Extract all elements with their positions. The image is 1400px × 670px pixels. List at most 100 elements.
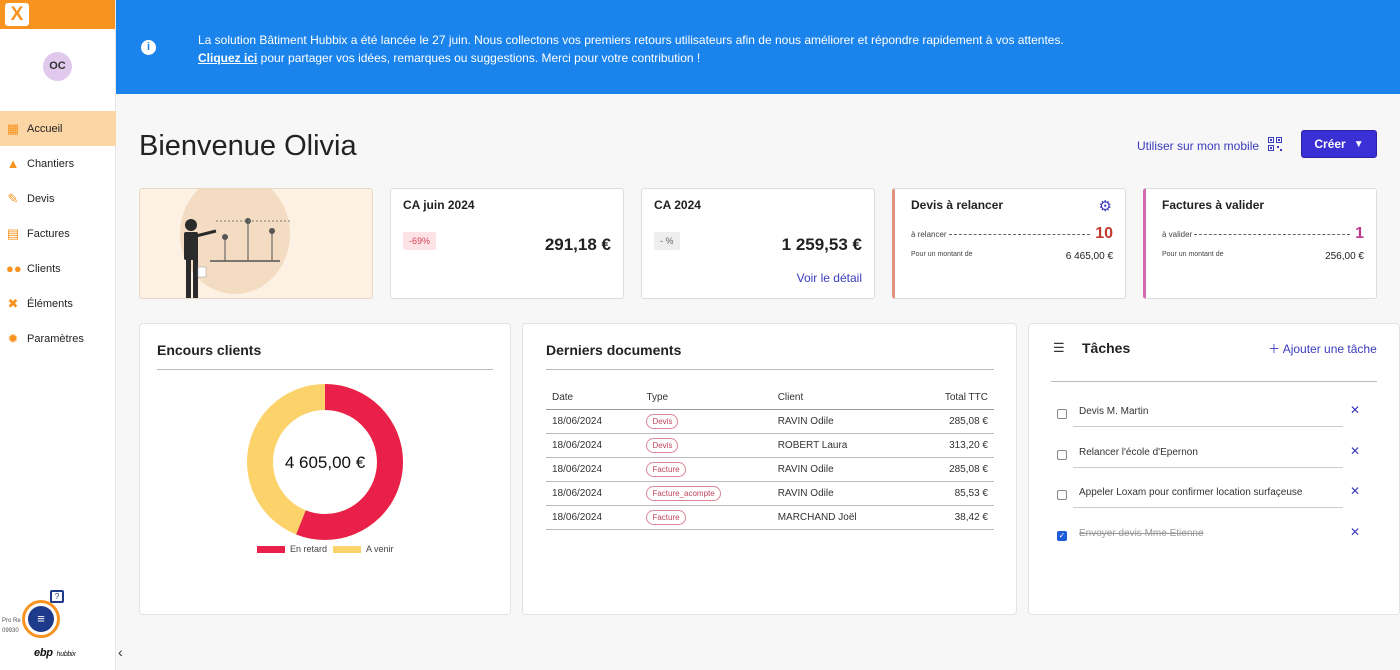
checklist-icon: ☰: [1053, 340, 1065, 355]
menu-icon: ≡: [28, 606, 54, 632]
col-type: Type: [640, 387, 772, 410]
sidebar-item-accueil[interactable]: ▦ Accueil: [0, 111, 116, 146]
mobile-link[interactable]: Utiliser sur mon mobile: [1137, 139, 1260, 153]
table-header-row: Date Type Client Total TTC: [546, 387, 994, 410]
ca-year-value: 1 259,53 €: [781, 235, 862, 254]
type-badge: Devis: [646, 437, 679, 453]
documents-title: Derniers documents: [546, 342, 682, 358]
ca-year-title: CA 2024: [654, 198, 701, 212]
col-client: Client: [771, 387, 911, 410]
factures-amount-label: Pour un montant de: [1162, 251, 1224, 258]
app-logo[interactable]: X: [5, 3, 29, 26]
sidebar-item-factures[interactable]: ▤ Factures: [0, 216, 116, 251]
cell-type: Facture: [640, 505, 772, 530]
sidebar-item-elements[interactable]: ✖ Éléments: [0, 286, 116, 321]
dotted-leader: [948, 233, 1091, 235]
tasks-title: Tâches: [1082, 340, 1131, 356]
detail-link[interactable]: Voir le détail: [796, 271, 862, 285]
encours-panel: [139, 323, 511, 615]
ebp-brand: ebp: [34, 647, 53, 659]
table-row[interactable]: 18/06/2024 Facture_acompte RAVIN Odile 85,5…: [546, 481, 994, 506]
sidebar-item-label: Accueil: [27, 122, 63, 135]
legend-upcoming: A venir: [333, 544, 394, 554]
factures-count-row: à valider 1: [1162, 225, 1364, 243]
close-icon[interactable]: ✕: [1350, 524, 1361, 539]
sidebar-item-parametres[interactable]: ✹ Paramètres: [0, 321, 116, 356]
task-checkbox[interactable]: [1057, 490, 1067, 500]
factures-valider-card[interactable]: Factures à valider à valider 1 Pour un m…: [1143, 188, 1377, 299]
legend-upcoming-label: A venir: [366, 544, 394, 554]
task-item: Appeler Loxam pour confirmer location su…: [1057, 484, 1377, 512]
dashboard-icon: ▦: [6, 120, 20, 136]
devis-row-label: à relancer: [911, 229, 947, 239]
cell-date: 18/06/2024: [546, 409, 641, 434]
table-row[interactable]: 18/06/2024 Devis RAVIN Odile 285,08 €: [546, 409, 994, 434]
devis-relancer-card[interactable]: Devis à relancer ⚙ à relancer 10 Pour un…: [892, 188, 1126, 299]
devis-amount: 6 465,00 €: [1065, 251, 1113, 262]
add-task-button[interactable]: ＋ Ajouter une tâche: [1268, 340, 1377, 357]
divider: [157, 369, 493, 370]
pro-line2: 09930: [2, 628, 19, 634]
cell-client: RAVIN Odile: [771, 457, 911, 482]
ebp-logo: ebp hubbix: [34, 647, 76, 659]
type-badge: Devis: [646, 413, 679, 429]
legend-late-label: En retard: [290, 544, 328, 554]
logo-bar: X: [0, 0, 115, 29]
task-checkbox[interactable]: [1057, 409, 1067, 419]
sidebar-item-label: Factures: [27, 227, 70, 240]
task-checkbox[interactable]: [1057, 449, 1067, 460]
cell-type: Facture: [640, 457, 772, 482]
qr-code-icon[interactable]: [1268, 137, 1282, 151]
ca-month-card: CA juin 2024 -69% 291,18 €: [390, 188, 624, 299]
task-checkbox[interactable]: ✓: [1057, 530, 1067, 541]
cell-client: ROBERT Laura: [771, 433, 911, 458]
table-row[interactable]: 18/06/2024 Devis ROBERT Laura 313,20 €: [546, 433, 994, 458]
devis-amount-label: Pour un montant de: [911, 251, 973, 258]
feedback-link[interactable]: Cliquez ici: [198, 51, 258, 65]
ca-month-title: CA juin 2024: [403, 198, 475, 212]
factures-amount: 256,00 €: [1325, 251, 1364, 262]
encours-donut-chart: [247, 384, 403, 540]
task-underline: [1073, 426, 1343, 427]
sidebar-item-label: Devis: [27, 192, 55, 205]
pen-icon: ✎: [7, 190, 19, 206]
tasks-panel: [1028, 323, 1400, 615]
gear-icon[interactable]: ⚙: [1098, 198, 1112, 215]
sidebar: X OC ▦ Accueil ▲ Chantiers ✎ Devis ▤ Fac…: [0, 0, 116, 670]
collapse-sidebar-icon[interactable]: ‹: [118, 644, 123, 660]
illustration-card: [139, 188, 373, 299]
sidebar-item-label: Chantiers: [27, 157, 75, 170]
sidebar-item-chantiers[interactable]: ▲ Chantiers: [0, 146, 116, 181]
create-button[interactable]: Créer ▼: [1301, 130, 1377, 158]
presenter-illustration: [180, 189, 290, 298]
task-underline: [1073, 466, 1343, 468]
ca-month-badge: -69%: [403, 232, 437, 250]
task-item: Relancer l'école d'Epernon ✕: [1057, 444, 1377, 472]
devis-count-row: à relancer 10: [911, 225, 1113, 243]
pro-line1: Pro Re: [2, 618, 21, 624]
close-icon[interactable]: ✕: [1350, 443, 1361, 458]
dotted-leader: [1194, 233, 1351, 235]
sidebar-item-label: Paramètres: [27, 332, 84, 345]
table-row[interactable]: 18/06/2024 Facture MARCHAND Joël 38,42 €: [546, 505, 994, 530]
sidebar-item-clients[interactable]: ●● Clients: [0, 251, 116, 286]
close-icon[interactable]: ✕: [1350, 484, 1361, 498]
cell-date: 18/06/2024: [546, 505, 641, 530]
task-item: ✓ Envoyer devis Mme Etienne ✕: [1057, 525, 1377, 553]
sidebar-item-devis[interactable]: ✎ Devis: [0, 181, 116, 216]
sidebar-item-label: Clients: [27, 262, 61, 275]
divider: [546, 369, 994, 370]
devis-amount-row: Pour un montant de 6 465,00 €: [911, 251, 1113, 262]
chat-icon[interactable]: ?: [50, 590, 64, 603]
help-button[interactable]: ≡: [22, 600, 60, 638]
close-icon[interactable]: ✕: [1350, 403, 1361, 417]
info-icon: i: [141, 40, 156, 55]
cell-date: 18/06/2024: [546, 457, 641, 482]
create-label: Créer: [1314, 137, 1346, 151]
add-task-label: Ajouter une tâche: [1282, 342, 1377, 356]
page-title: Bienvenue Olivia: [139, 130, 357, 162]
cell-type: Facture_acompte: [640, 481, 772, 506]
table-row[interactable]: 18/06/2024 Facture RAVIN Odile 285,08 €: [546, 457, 994, 482]
invoice-icon: ▤: [6, 225, 20, 241]
avatar[interactable]: OC: [43, 52, 72, 81]
